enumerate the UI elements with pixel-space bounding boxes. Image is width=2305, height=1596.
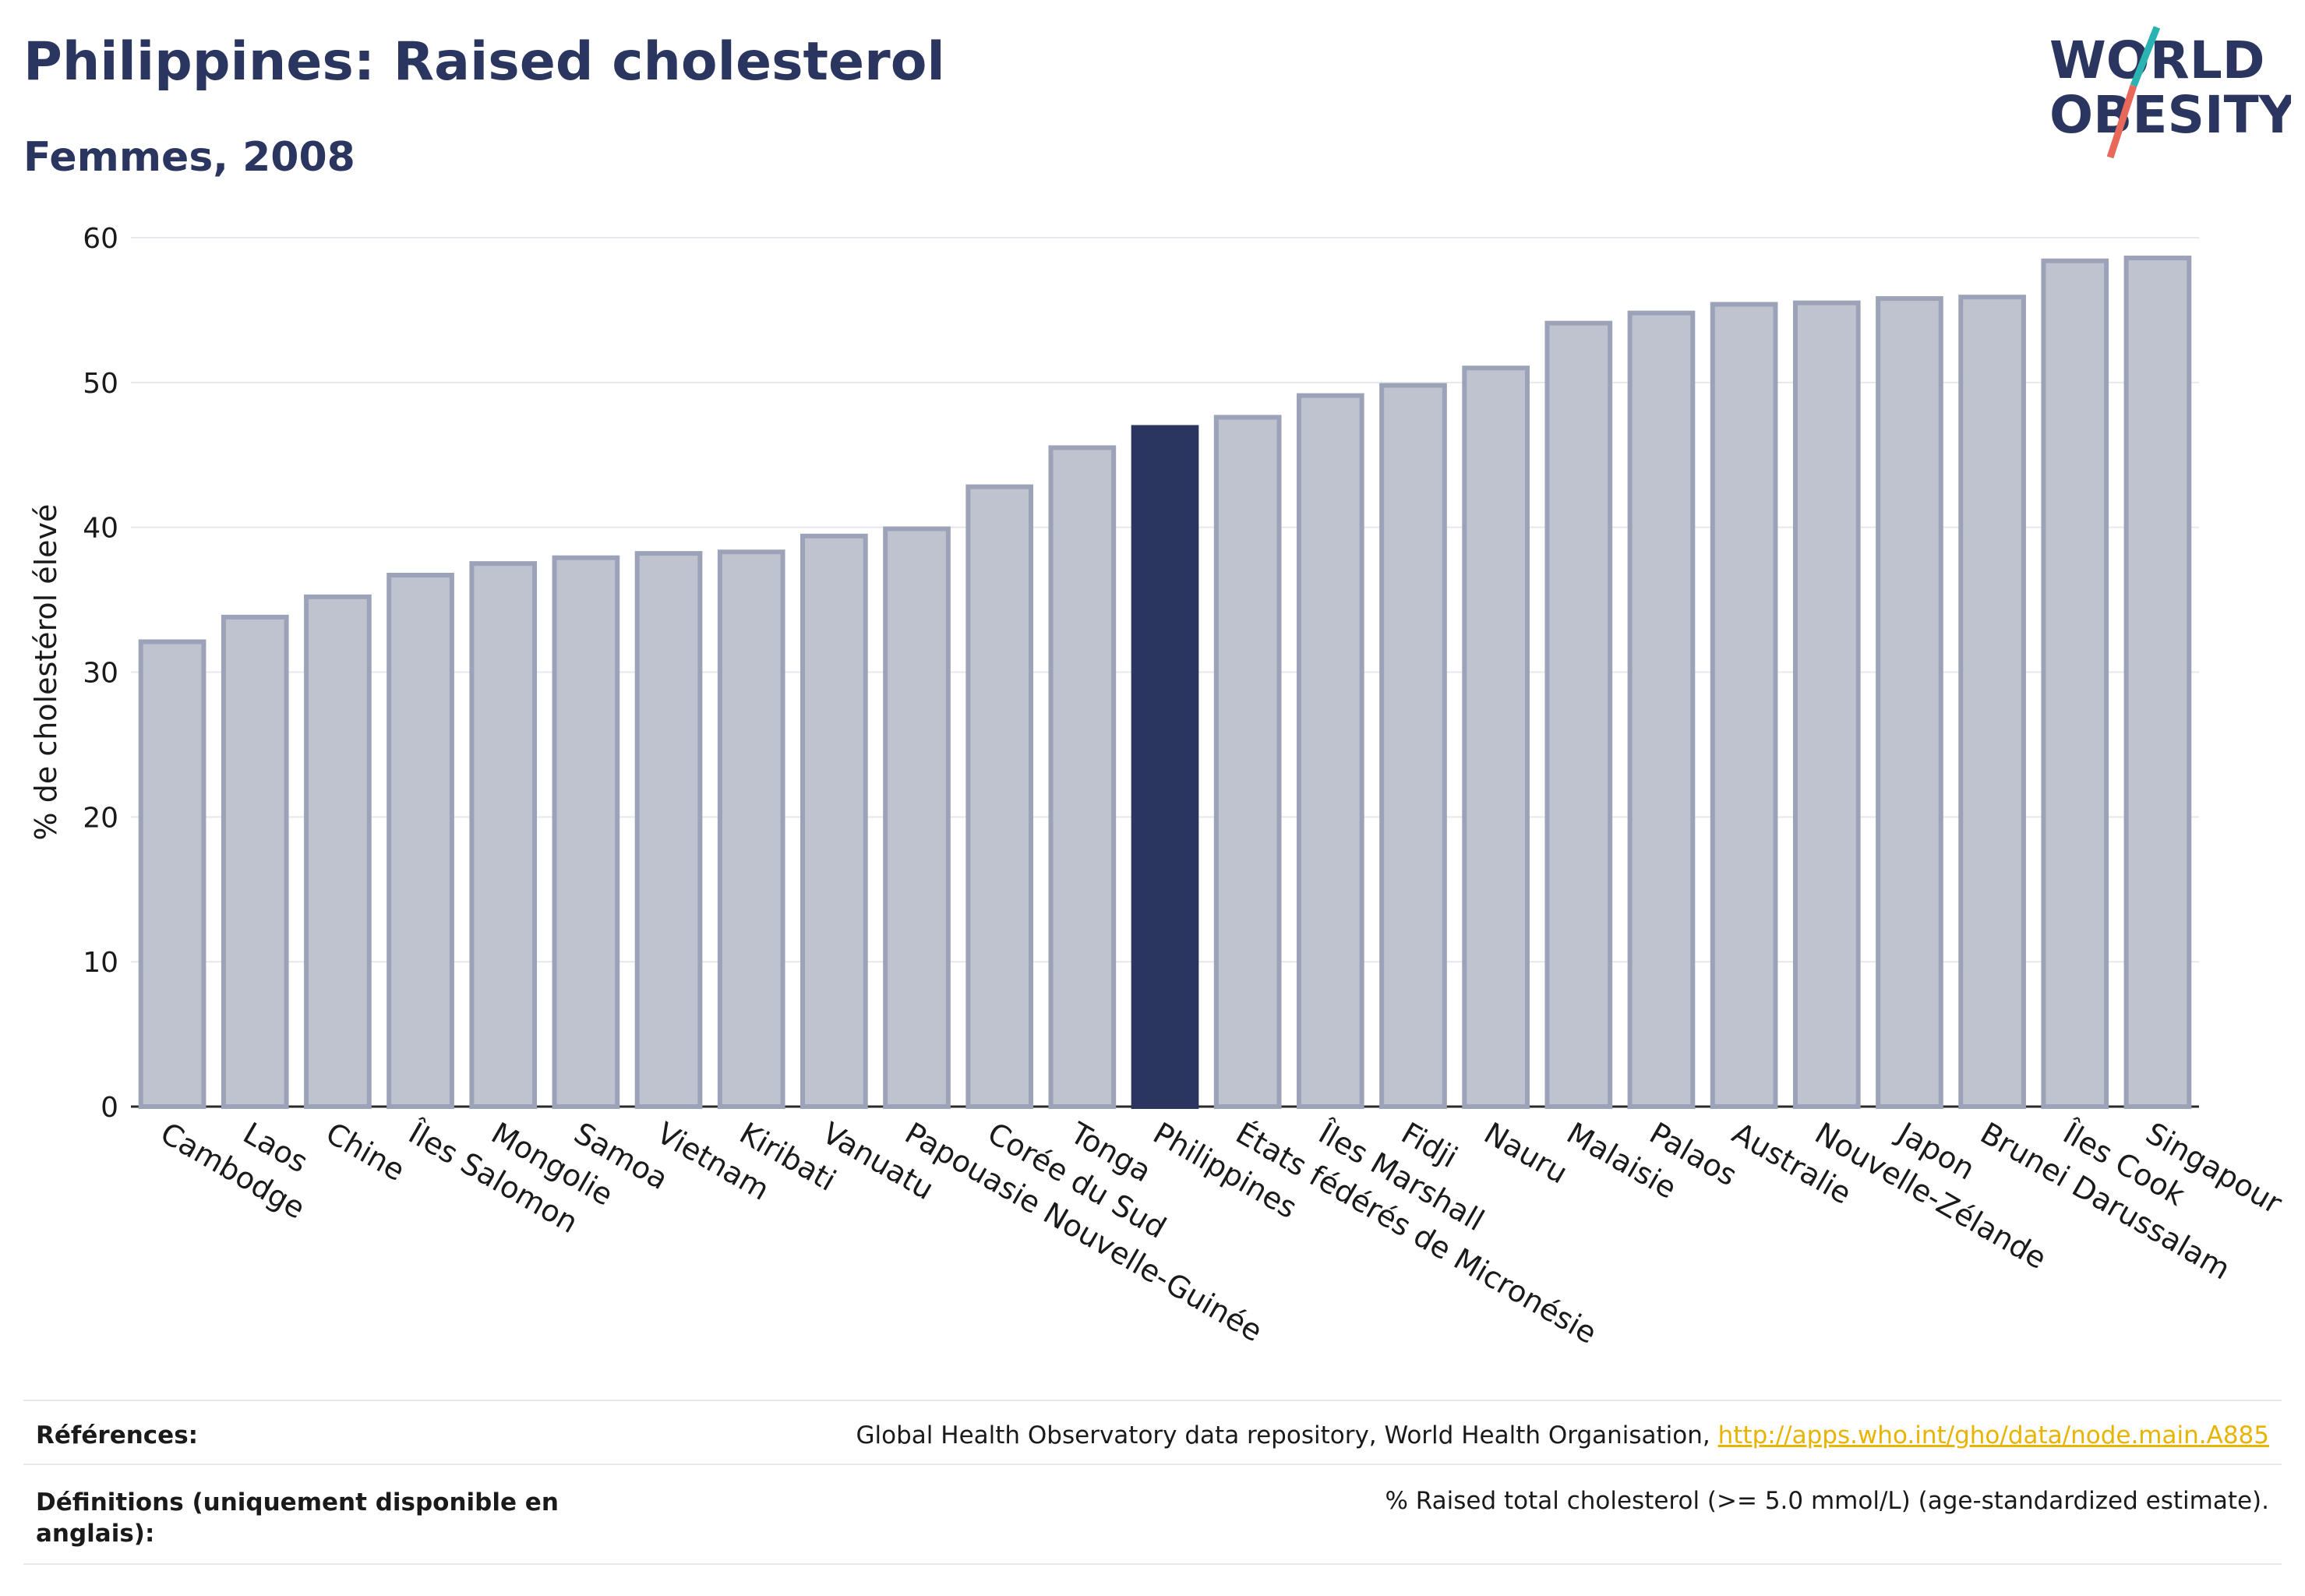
y-tick-label: 30 <box>83 658 118 690</box>
bar-18 <box>1627 310 1696 1109</box>
references-label: Références: <box>36 1421 199 1449</box>
definitions-label: Définitions (uniquement disponible en an… <box>36 1488 559 1548</box>
bar-24 <box>2123 256 2192 1109</box>
world-obesity-logo: WORLD OBESITY <box>2049 26 2291 159</box>
y-tick-label: 50 <box>83 368 118 400</box>
bar-17 <box>1544 320 1613 1109</box>
x-tick-label: Chine <box>320 1116 411 1188</box>
bar-22 <box>1958 295 2026 1110</box>
y-tick-label: 10 <box>83 947 118 979</box>
bar-19 <box>1710 302 1778 1110</box>
bar-4 <box>469 561 538 1109</box>
bar-3 <box>387 572 454 1109</box>
definitions-value: % Raised total cholesterol (>= 5.0 mmol/… <box>1385 1487 2269 1515</box>
bar-2 <box>304 594 372 1109</box>
x-tick-label: Nauru <box>1478 1116 1573 1191</box>
bars <box>138 256 2192 1110</box>
bar-5 <box>552 555 620 1109</box>
bar-6 <box>634 551 703 1109</box>
references-link[interactable]: http://apps.who.int/gho/data/node.main.A… <box>1717 1421 2269 1449</box>
references-value: Global Health Observatory data repositor… <box>856 1421 2269 1449</box>
bar-11 <box>1048 445 1117 1109</box>
y-tick-label: 40 <box>83 513 118 545</box>
bar-14 <box>1296 393 1364 1109</box>
logo-slash-teal <box>2130 26 2161 87</box>
y-axis-label: % de cholestérol élevé <box>29 504 63 841</box>
bar-16 <box>1462 365 1530 1109</box>
bar-7 <box>717 549 785 1109</box>
logo-line2: OBESITY <box>2049 85 2291 145</box>
bar-23 <box>2041 258 2109 1110</box>
bar-15 <box>1379 383 1447 1109</box>
y-tick-label: 60 <box>83 223 118 255</box>
page-subtitle: Femmes, 2008 <box>23 134 355 181</box>
y-tick-label: 0 <box>101 1092 118 1124</box>
bar-13 <box>1213 415 1282 1109</box>
logo-slash-coral <box>2106 84 2137 159</box>
y-tick-label: 20 <box>83 802 118 834</box>
bar-1 <box>221 614 289 1109</box>
bar-12 <box>1131 425 1199 1109</box>
bar-9 <box>883 526 951 1109</box>
bar-10 <box>965 484 1034 1109</box>
bar-8 <box>800 533 868 1109</box>
bar-0 <box>138 639 206 1109</box>
logo-line1: WORLD <box>2049 30 2265 90</box>
references-text: Global Health Observatory data repositor… <box>856 1421 1718 1449</box>
bar-21 <box>1876 296 1943 1109</box>
page-title: Philippines: Raised cholesterol <box>23 31 945 93</box>
y-ticks: 0 10 20 30 40 50 60 <box>83 223 118 1124</box>
bar-20 <box>1792 300 1861 1109</box>
